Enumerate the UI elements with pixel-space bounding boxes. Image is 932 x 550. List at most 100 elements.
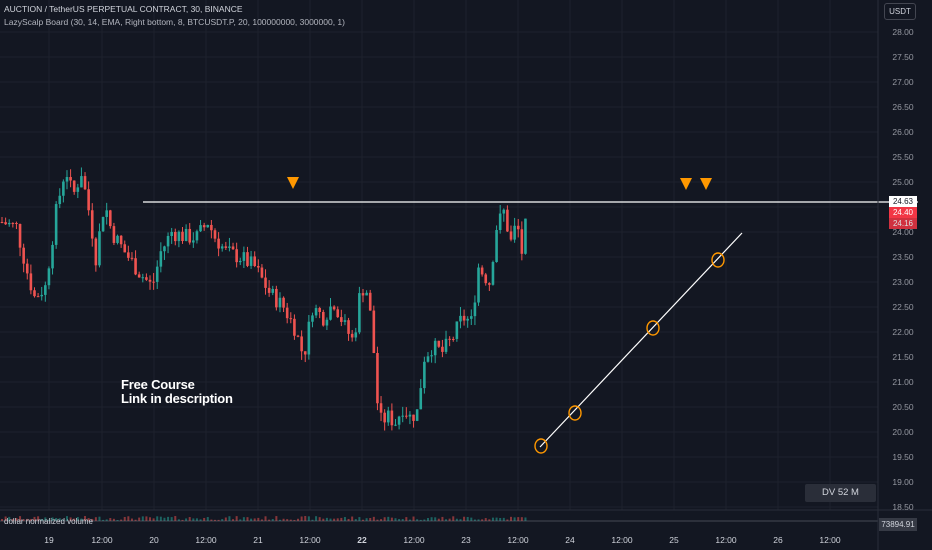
volume-bar — [163, 517, 166, 521]
volume-bar — [318, 517, 321, 521]
symbol-title[interactable]: AUCTION / TetherUS PERPETUAL CONTRACT, 3… — [4, 4, 243, 14]
candle-body — [405, 415, 408, 417]
volume-bar — [116, 519, 119, 521]
candle-body — [444, 338, 448, 352]
volume-bar — [203, 517, 206, 521]
price-tick-label: 28.00 — [892, 27, 914, 37]
candle-body — [159, 251, 163, 267]
volume-bar — [149, 517, 152, 521]
volume-bar — [29, 519, 32, 521]
candle-body — [260, 267, 264, 278]
volume-bar — [445, 519, 448, 521]
volume-bar — [44, 517, 47, 521]
price-tick-label: 27.00 — [892, 77, 914, 87]
candle-body — [412, 414, 415, 421]
volume-bar — [80, 518, 83, 521]
volume-bar — [174, 516, 177, 521]
candle-body — [69, 177, 72, 181]
candle-body — [40, 294, 44, 297]
candle-body — [170, 231, 173, 237]
candle-body — [365, 292, 368, 296]
volume-bar — [58, 518, 61, 521]
volume-bar — [520, 517, 523, 521]
candle-body — [123, 244, 127, 253]
candle-body — [502, 209, 506, 214]
volume-bar — [484, 518, 487, 521]
volume-bar — [351, 516, 354, 521]
volume-bar — [297, 518, 300, 521]
volume-bar — [253, 518, 256, 521]
price-tick-label: 26.00 — [892, 127, 914, 137]
candle-body — [386, 410, 390, 423]
volume-bar — [340, 517, 343, 521]
volume-bar — [112, 518, 115, 521]
candle-body — [112, 226, 116, 243]
volume-bar — [383, 517, 386, 521]
volume-bar — [466, 516, 469, 521]
candle-body — [285, 307, 289, 319]
dv-box: DV 52 M — [805, 484, 876, 502]
candle-body — [524, 218, 527, 254]
candle-body — [361, 293, 365, 296]
volume-bar — [293, 519, 296, 521]
candle-body — [76, 187, 80, 192]
candle-body — [451, 338, 455, 340]
candle-body — [430, 355, 433, 357]
candle-body — [0, 222, 4, 223]
arrow-down-icon — [700, 178, 712, 190]
volume-bar — [11, 519, 14, 521]
volume-bar — [127, 516, 130, 521]
volume-bar — [8, 516, 11, 521]
candle-body — [242, 252, 246, 261]
volume-bar — [488, 519, 491, 521]
volume-bar — [455, 518, 458, 521]
indicator-legend[interactable]: LazyScalp Board (30, 14, EMA, Right bott… — [4, 17, 345, 27]
price-label-last: 24.40 — [889, 207, 917, 218]
volume-bar — [416, 519, 419, 521]
time-tick-label: 12:00 — [611, 535, 633, 545]
volume-bar — [419, 519, 422, 521]
volume-bar — [502, 517, 505, 521]
trend-line[interactable] — [539, 232, 743, 448]
price-tick-label: 18.50 — [892, 502, 914, 512]
volume-bar — [134, 519, 137, 521]
candle-body — [44, 285, 47, 295]
time-tick-label: 26 — [773, 535, 783, 545]
candle-body — [58, 195, 62, 205]
volume-bar — [524, 517, 527, 521]
candle-body — [300, 336, 303, 352]
volume-pane-label[interactable]: dollar normalized volume — [4, 517, 93, 526]
currency-button[interactable]: USDT — [884, 3, 916, 20]
volume-bar — [65, 516, 68, 521]
candle-body — [246, 252, 249, 266]
candle-body — [282, 297, 285, 308]
volume-bars-layer — [0, 516, 878, 522]
candle-body — [340, 317, 343, 322]
volume-bar — [55, 518, 58, 521]
time-tick-label: 21 — [253, 535, 263, 545]
candle-body — [318, 308, 321, 312]
volume-bar — [232, 519, 235, 521]
price-tick-label: 20.00 — [892, 427, 914, 437]
volume-bar — [358, 517, 361, 521]
candle-body — [141, 277, 145, 279]
arrow-markers — [287, 177, 712, 190]
volume-bar — [167, 516, 170, 521]
volume-bar — [1, 519, 3, 521]
candle-body — [181, 231, 184, 241]
volume-bar — [463, 516, 466, 521]
volume-bar — [19, 516, 22, 521]
price-tick-label: 19.00 — [892, 477, 914, 487]
volume-bar — [69, 517, 72, 521]
candle-body — [51, 244, 54, 269]
time-tick-label: 12:00 — [819, 535, 841, 545]
volume-bar — [365, 518, 368, 521]
price-tick-label: 21.50 — [892, 352, 914, 362]
volume-bar — [87, 518, 90, 521]
volume-bar — [250, 518, 253, 521]
time-axis: 19 12:00 20 12:00 21 12:00 22 12:00 23 12:00 24 12:… — [44, 535, 841, 545]
volume-bar — [452, 516, 455, 521]
volume-bar — [286, 519, 289, 521]
candle-body — [25, 263, 29, 274]
